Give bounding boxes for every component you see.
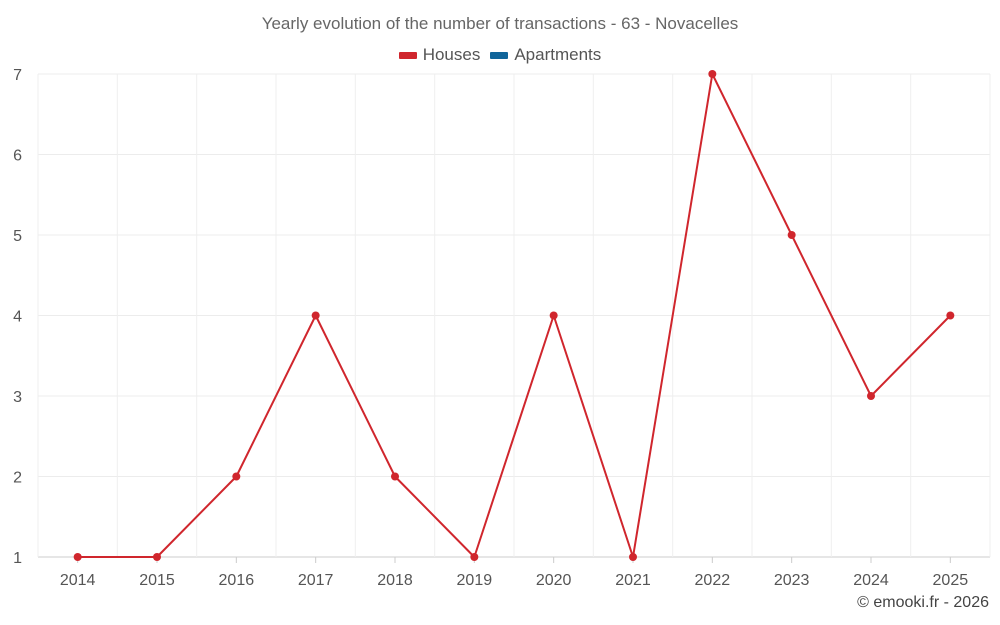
data-point <box>232 472 241 481</box>
y-tick-label: 2 <box>13 470 22 487</box>
series-line-houses <box>77 73 952 558</box>
x-tick-label: 2017 <box>298 572 334 589</box>
data-point <box>867 392 875 400</box>
x-tick-label: 2019 <box>457 572 493 589</box>
data-point <box>708 70 717 78</box>
x-tick-label: 2024 <box>853 572 889 589</box>
data-point <box>470 553 479 561</box>
x-tick-label: 2023 <box>774 572 810 589</box>
data-point <box>311 311 320 320</box>
x-tick-label: 2014 <box>60 572 96 589</box>
x-tick-label: 2021 <box>615 572 651 589</box>
data-point <box>153 553 161 561</box>
x-tick-label: 2022 <box>695 572 731 589</box>
data-point <box>391 472 399 481</box>
y-tick-label: 7 <box>13 67 22 84</box>
data-point <box>629 553 637 561</box>
y-tick-label: 3 <box>13 389 22 406</box>
legend-label-apartments: Apartments <box>514 45 602 64</box>
x-tick-label: 2016 <box>219 572 255 589</box>
x-tick-label: 2025 <box>933 572 969 589</box>
legend-swatch-apartments <box>490 51 509 59</box>
chart-title: Yearly evolution of the number of transa… <box>261 14 739 33</box>
y-tick-label: 5 <box>13 228 22 245</box>
x-tick-label: 2018 <box>377 572 413 589</box>
legend: Houses Apartments <box>0 45 1000 65</box>
legend-item-apartments[interactable]: Apartments <box>490 45 601 65</box>
x-tick-label: 2020 <box>536 572 572 589</box>
y-tick-label: 1 <box>13 550 22 567</box>
legend-label-houses: Houses <box>422 45 481 64</box>
data-point <box>73 553 82 561</box>
data-point <box>549 311 558 320</box>
legend-swatch-houses <box>398 51 417 59</box>
y-tick-label: 6 <box>13 148 22 165</box>
credit-text: © emooki.fr - 2026 <box>857 594 989 611</box>
y-tick-label: 4 <box>13 309 22 326</box>
data-point <box>946 311 955 320</box>
data-point <box>787 231 796 239</box>
x-tick-label: 2015 <box>139 572 175 589</box>
legend-item-houses[interactable]: Houses <box>398 45 481 65</box>
